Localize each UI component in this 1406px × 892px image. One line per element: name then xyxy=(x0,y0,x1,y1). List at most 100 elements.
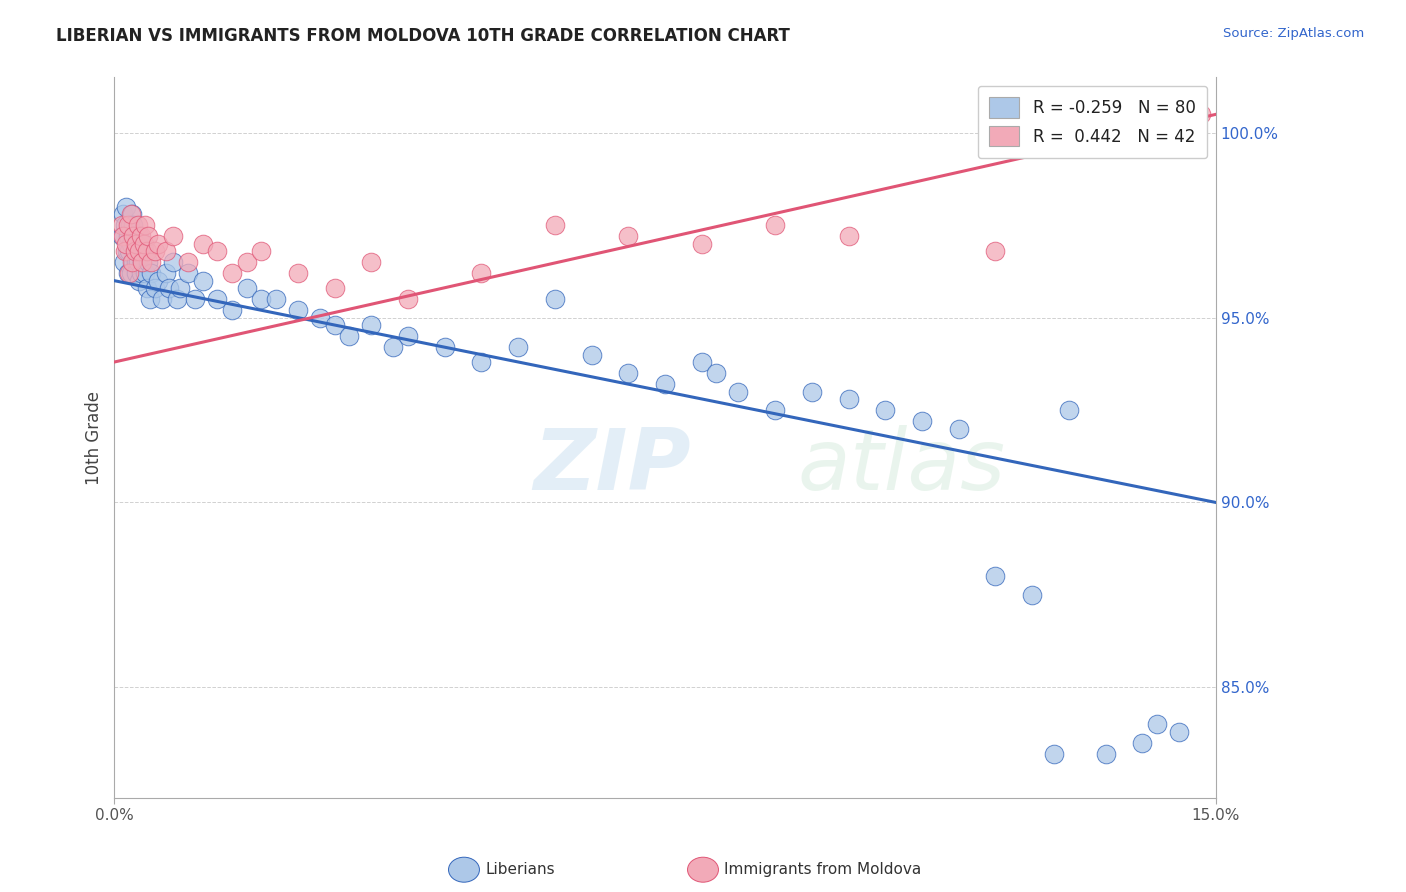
Point xyxy=(112,207,135,221)
Point xyxy=(112,255,135,269)
Point xyxy=(1146,717,1168,731)
Point xyxy=(1057,403,1080,417)
Point xyxy=(177,266,200,280)
Point xyxy=(155,266,177,280)
Point xyxy=(125,266,148,280)
Point xyxy=(117,266,139,280)
Point xyxy=(191,236,214,251)
Point xyxy=(112,229,135,244)
Point xyxy=(250,292,273,306)
Point xyxy=(127,244,149,259)
Point xyxy=(763,403,786,417)
Point xyxy=(114,244,136,259)
Point xyxy=(1168,724,1191,739)
Point xyxy=(360,255,382,269)
Point xyxy=(396,292,419,306)
Point xyxy=(838,392,860,406)
Point xyxy=(127,219,149,233)
Point xyxy=(875,403,897,417)
Point xyxy=(205,244,228,259)
Point xyxy=(121,219,143,233)
Point xyxy=(131,236,153,251)
Point xyxy=(122,255,145,269)
Point xyxy=(143,281,166,295)
Point xyxy=(177,255,200,269)
Point xyxy=(162,255,184,269)
Text: atlas: atlas xyxy=(797,425,1005,508)
Point xyxy=(337,329,360,343)
Point xyxy=(136,229,159,244)
Point xyxy=(148,236,170,251)
Point xyxy=(122,229,145,244)
Point xyxy=(139,266,162,280)
Point xyxy=(127,255,149,269)
Point xyxy=(470,266,492,280)
Point xyxy=(131,255,153,269)
Point xyxy=(235,281,257,295)
Text: LIBERIAN VS IMMIGRANTS FROM MOLDOVA 10TH GRADE CORRELATION CHART: LIBERIAN VS IMMIGRANTS FROM MOLDOVA 10TH… xyxy=(56,27,790,45)
Point xyxy=(136,255,159,269)
Point xyxy=(135,244,157,259)
Point xyxy=(128,244,150,259)
Point xyxy=(155,244,177,259)
Point xyxy=(115,244,138,259)
Point xyxy=(111,219,134,233)
Point xyxy=(169,281,191,295)
Point xyxy=(654,377,676,392)
Point xyxy=(138,292,160,306)
Point xyxy=(120,207,142,221)
Point xyxy=(287,303,309,318)
Point xyxy=(235,255,257,269)
Point xyxy=(115,200,138,214)
Point xyxy=(205,292,228,306)
Point xyxy=(360,318,382,332)
Point xyxy=(1130,736,1153,750)
Point xyxy=(323,318,346,332)
Point xyxy=(117,219,139,233)
Point xyxy=(1094,747,1116,761)
Point xyxy=(134,219,156,233)
Text: ZIP: ZIP xyxy=(533,425,690,508)
Legend: R = -0.259   N = 80, R =  0.442   N = 42: R = -0.259 N = 80, R = 0.442 N = 42 xyxy=(977,86,1208,158)
Point xyxy=(617,366,640,380)
Point xyxy=(131,255,153,269)
Point xyxy=(984,569,1007,583)
Point xyxy=(508,340,530,354)
Point xyxy=(132,244,155,259)
Point xyxy=(132,236,155,251)
Point xyxy=(125,236,148,251)
Point xyxy=(323,281,346,295)
Point xyxy=(382,340,405,354)
Point xyxy=(250,244,273,259)
Point xyxy=(125,255,148,269)
Point xyxy=(617,229,640,244)
Point xyxy=(114,219,136,233)
Point xyxy=(544,292,567,306)
Point xyxy=(544,219,567,233)
Text: Liberians: Liberians xyxy=(485,863,555,877)
Point xyxy=(129,266,152,280)
Point xyxy=(763,219,786,233)
Point xyxy=(120,266,142,280)
Point xyxy=(984,244,1007,259)
Point xyxy=(1043,747,1066,761)
Point xyxy=(121,255,143,269)
Point xyxy=(117,229,139,244)
Point xyxy=(121,207,143,221)
Point xyxy=(134,266,156,280)
Point xyxy=(162,229,184,244)
Point xyxy=(690,355,713,369)
Point xyxy=(139,255,162,269)
Point xyxy=(118,219,141,233)
Point xyxy=(166,292,188,306)
Point xyxy=(690,236,713,251)
Text: Source: ZipAtlas.com: Source: ZipAtlas.com xyxy=(1223,27,1364,40)
Point xyxy=(581,348,603,362)
Point xyxy=(150,292,173,306)
Point xyxy=(118,266,141,280)
Point xyxy=(948,421,970,435)
Point xyxy=(838,229,860,244)
Point xyxy=(191,274,214,288)
Point xyxy=(1021,588,1043,602)
Point xyxy=(143,244,166,259)
